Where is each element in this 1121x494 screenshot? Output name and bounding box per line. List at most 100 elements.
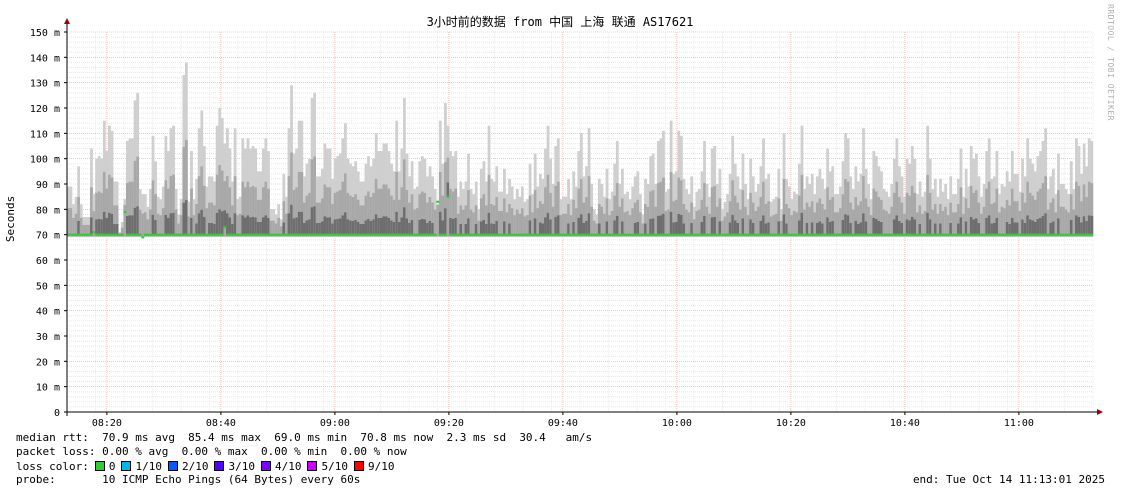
smoke-bar-inner: [623, 212, 627, 237]
smoke-bar-inner: [403, 159, 406, 237]
smoke-bar-core: [1034, 222, 1037, 235]
median-point: [423, 233, 427, 236]
smoke-bar-inner: [587, 176, 591, 237]
smoke-bar-inner: [980, 213, 983, 237]
smoke-bar-core: [844, 214, 847, 235]
smoke-bar-inner: [441, 195, 445, 237]
median-point: [880, 233, 883, 236]
smoke-bar-inner: [518, 213, 522, 237]
smoke-bar-inner: [1039, 188, 1042, 237]
median-point: [1087, 233, 1091, 236]
median-point: [864, 233, 868, 236]
median-point: [292, 233, 296, 236]
smoke-bar-inner: [669, 171, 673, 237]
smoke-bar-inner: [785, 204, 788, 237]
median-point: [957, 233, 960, 236]
smoke-bar-core: [1041, 215, 1045, 235]
legend-label: 4/10: [274, 459, 302, 473]
median-point: [374, 233, 378, 236]
smoke-bar-inner: [754, 210, 758, 237]
smoke-bar-core: [690, 223, 694, 235]
smoke-bar-core: [995, 217, 999, 235]
smoke-bar-core: [651, 218, 655, 235]
smoke-bar-core: [900, 223, 904, 235]
smoke-bar-inner: [444, 162, 447, 237]
median-point: [395, 233, 399, 236]
median-point: [533, 233, 537, 236]
smoke-bar-core: [577, 217, 581, 235]
smoke-bar-inner: [1023, 202, 1027, 237]
smoke-bar-inner: [890, 206, 894, 237]
smoke-bar-inner: [238, 213, 242, 237]
median-point: [877, 233, 881, 236]
smoke-bar-inner: [857, 205, 860, 237]
smoke-bar-core: [354, 219, 358, 235]
median-point: [574, 233, 578, 236]
smoke-bar-core: [613, 220, 617, 235]
smoke-bar-inner: [331, 204, 334, 237]
median-point: [859, 233, 863, 236]
median-point: [485, 233, 488, 236]
smoke-bar-core: [615, 215, 619, 235]
smoke-bar-inner: [333, 192, 337, 237]
smoke-bar-inner: [564, 213, 568, 237]
smoke-bar-inner: [246, 181, 250, 237]
smoke-bar-core: [764, 223, 768, 235]
median-point: [74, 233, 78, 236]
median-point: [456, 233, 460, 236]
smoke-bar-inner: [954, 212, 958, 237]
smoke-bar-inner: [774, 213, 778, 237]
median-point: [967, 233, 971, 236]
median-point: [356, 233, 360, 236]
median-point: [590, 233, 594, 236]
median-point: [885, 233, 889, 236]
smoke-bar-core: [395, 211, 399, 235]
smoke-bar-core: [975, 218, 978, 235]
loss-color-legend: loss color: 0 1/10 2/10 3/10 4/10 5/10 9/10: [16, 459, 394, 473]
smoke-bar-inner: [721, 220, 724, 237]
smoke-bar-core: [243, 217, 247, 235]
smoke-bar-inner: [433, 209, 437, 237]
smoke-bar-inner: [359, 205, 363, 237]
smoke-bar-inner: [705, 206, 709, 237]
smoke-bar-core: [718, 221, 722, 235]
median-point: [762, 233, 765, 236]
smoke-bar-inner: [685, 209, 688, 237]
median-point: [177, 233, 181, 236]
smoke-bar-inner: [100, 192, 104, 237]
median-point: [739, 233, 742, 236]
smoke-bar-core: [200, 209, 204, 235]
smoke-bar-inner: [908, 195, 912, 237]
smoke-bar-core: [741, 218, 745, 235]
median-point: [261, 233, 265, 236]
smoke-bar-inner: [182, 146, 186, 237]
legend-label: 5/10: [321, 459, 348, 473]
median-point: [159, 233, 163, 236]
smoke-bar-inner: [672, 201, 676, 237]
x-tick-label: 08:20: [92, 418, 122, 429]
smoke-bar-inner: [1090, 183, 1094, 237]
smoke-bar-inner: [408, 202, 411, 237]
median-point: [672, 233, 676, 236]
smoke-bar-inner: [826, 187, 830, 237]
median-point: [718, 233, 722, 236]
median-point: [444, 233, 447, 236]
median-point: [669, 233, 673, 236]
median-point: [580, 233, 583, 236]
smoke-bar-core: [1016, 222, 1019, 235]
median-point: [831, 233, 835, 236]
median-point: [218, 233, 222, 236]
smoke-bar-core: [872, 217, 876, 235]
median-point: [87, 233, 91, 236]
median-point: [318, 233, 322, 236]
median-point: [77, 233, 81, 236]
smoke-bar-inner: [477, 220, 481, 237]
smoke-bar-inner: [790, 215, 794, 237]
smoke-bar-core: [102, 211, 106, 235]
smoke-bar-core: [259, 222, 263, 235]
smoke-bar-core: [423, 219, 427, 235]
smoke-bar-inner: [895, 181, 899, 237]
median-point: [733, 233, 737, 236]
smoke-bar-inner: [349, 195, 352, 237]
median-point: [410, 233, 414, 236]
